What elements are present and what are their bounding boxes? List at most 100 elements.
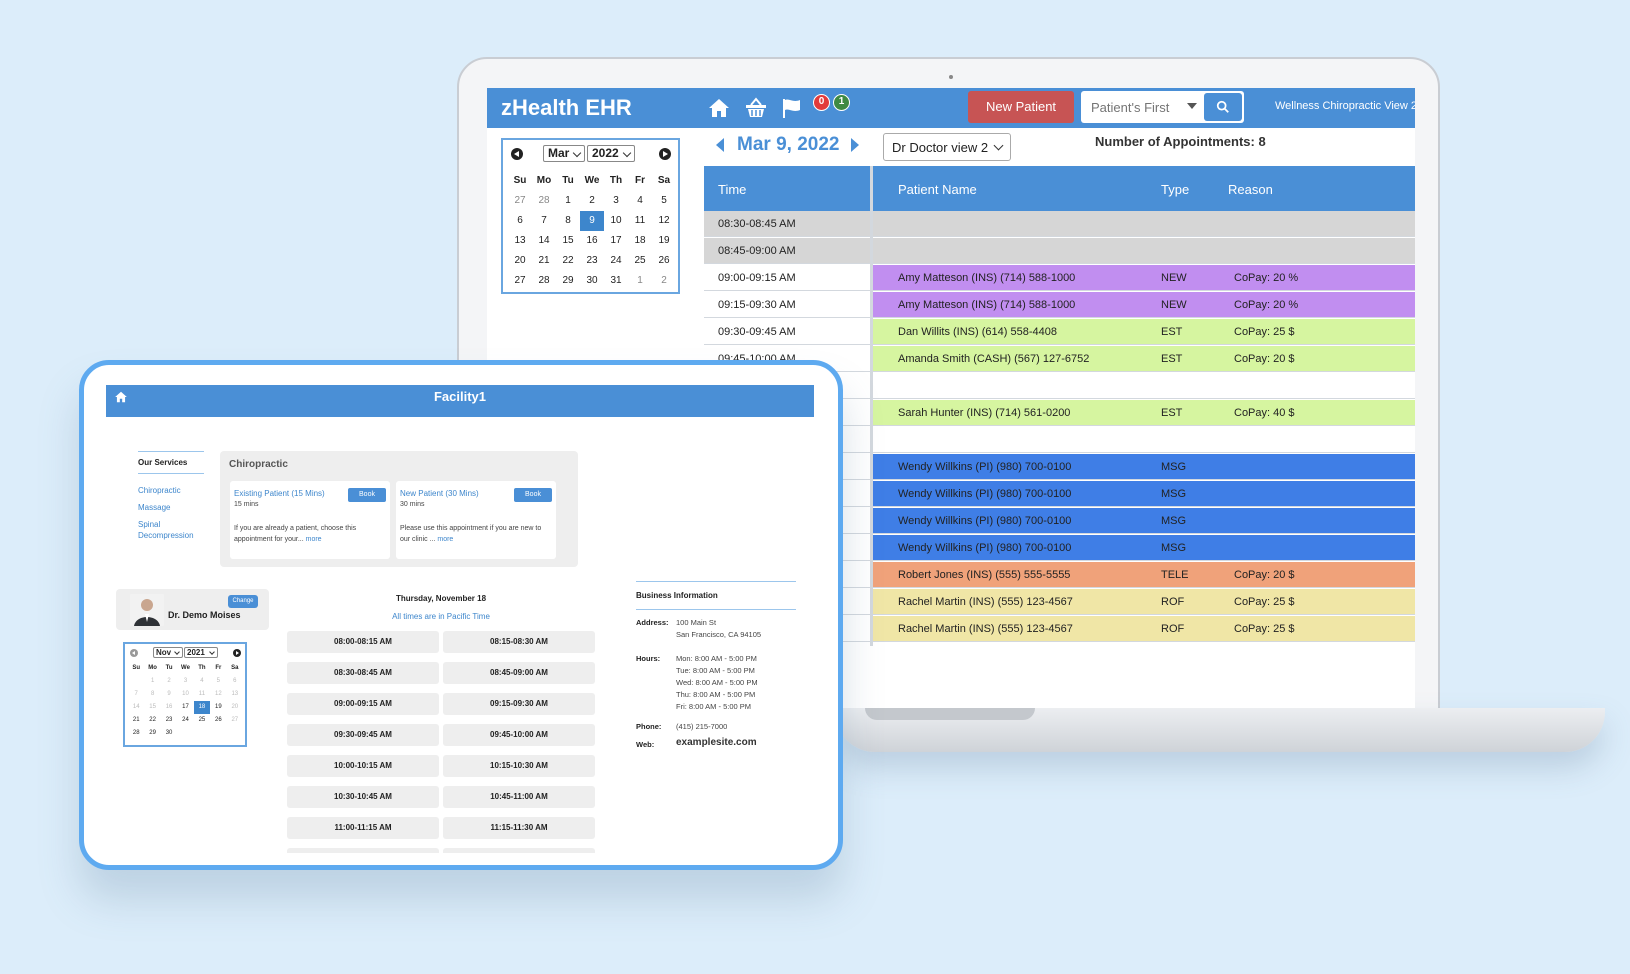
calendar-day[interactable]: 12 — [658, 215, 670, 226]
home-icon[interactable] — [114, 390, 128, 404]
calendar-day[interactable]: 5 — [216, 678, 221, 684]
service-link-spinal-decompression[interactable]: Spinal Decompression — [138, 520, 194, 540]
calendar-day[interactable]: 10 — [610, 215, 622, 226]
doctor-view-select[interactable]: Dr Doctor view 2 — [883, 133, 1011, 161]
calendar-day[interactable]: 3 — [613, 195, 619, 206]
time-slot-button[interactable]: 10:45-11:00 AM — [443, 786, 595, 808]
calendar-day[interactable]: 11 — [634, 215, 646, 226]
time-slot-button[interactable]: 11:15-11:30 AM — [443, 817, 595, 839]
calendar-day[interactable]: 3 — [183, 678, 188, 684]
more-link[interactable]: more — [437, 536, 454, 543]
calendar-day[interactable]: 12 — [215, 691, 222, 697]
facility-view-label[interactable]: Wellness Chiropractic View 2 — [1275, 100, 1415, 112]
appointment-cell[interactable] — [872, 373, 1415, 399]
alert-badge[interactable]: 0 — [813, 94, 830, 111]
calendar-day[interactable]: 11 — [198, 691, 206, 697]
time-cell[interactable]: 08:30-08:45 AM — [704, 211, 870, 237]
calendar-day[interactable]: 18 — [634, 235, 646, 246]
web-link[interactable]: examplesite.com — [676, 737, 757, 748]
time-slot-button[interactable]: 08:15-08:30 AM — [443, 631, 595, 653]
time-cell[interactable]: 09:00-09:15 AM — [704, 265, 870, 291]
calendar-day[interactable]: 8 — [150, 691, 155, 697]
calendar-day[interactable]: 2 — [589, 195, 595, 206]
calendar-day[interactable]: 29 — [149, 730, 156, 736]
time-slot-button[interactable] — [287, 848, 439, 853]
time-slot-button[interactable]: 10:30-10:45 AM — [287, 786, 439, 808]
basket-icon[interactable] — [744, 96, 768, 120]
calendar-day[interactable]: 19 — [658, 235, 670, 246]
time-cell[interactable]: 09:15-09:30 AM — [704, 292, 870, 318]
next-day-icon[interactable] — [851, 138, 859, 152]
appointment-cell[interactable]: Amy Matteson (INS) (714) 588-1000 NEW CoPa… — [872, 292, 1415, 318]
calendar-day[interactable]: 21 — [538, 255, 550, 266]
service-link-chiropractic[interactable]: Chiropractic — [138, 486, 181, 495]
calendar-day[interactable]: 28 — [538, 195, 550, 206]
appointment-cell[interactable]: Wendy Willkins (PI) (980) 700-0100 MSG — [872, 508, 1415, 534]
calendar-day[interactable]: 6 — [517, 215, 523, 226]
calendar-day[interactable]: 27 — [231, 717, 239, 723]
time-slot-button[interactable]: 08:30-08:45 AM — [287, 662, 439, 684]
calendar-day[interactable]: 23 — [165, 717, 173, 723]
time-slot-button[interactable]: 09:45-10:00 AM — [443, 724, 595, 746]
calendar-day[interactable]: 16 — [586, 235, 598, 246]
calendar-day[interactable]: 25 — [634, 255, 646, 266]
table-row[interactable]: 08:45-09:00 AM — [704, 238, 1415, 265]
calendar-day[interactable]: 20 — [231, 704, 239, 710]
calendar-day[interactable]: 4 — [637, 195, 643, 206]
time-slot-button[interactable]: 09:15-09:30 AM — [443, 693, 595, 715]
calendar-day[interactable]: 9 — [580, 211, 604, 231]
calendar-prev-icon[interactable] — [130, 649, 138, 657]
calendar-day[interactable]: 13 — [231, 691, 239, 697]
calendar-day[interactable]: 31 — [610, 275, 622, 286]
calendar-day[interactable]: 30 — [165, 730, 173, 736]
calendar-day[interactable]: 27 — [514, 195, 526, 206]
calendar-day[interactable]: 2 — [167, 678, 171, 684]
calendar-day[interactable]: 18 — [193, 701, 211, 714]
calendar-year-select[interactable]: 2022 — [587, 145, 635, 162]
calendar-day[interactable]: 23 — [586, 255, 598, 266]
appointment-cell[interactable]: Amy Matteson (INS) (714) 588-1000 NEW CoPa… — [872, 265, 1415, 291]
calendar-day[interactable]: 6 — [233, 678, 237, 684]
calendar-day[interactable]: 1 — [565, 195, 571, 206]
calendar-day[interactable]: 21 — [132, 717, 140, 723]
calendar-day[interactable]: 5 — [661, 195, 667, 206]
appointment-cell[interactable]: Wendy Willkins (PI) (980) 700-0100 MSG — [872, 481, 1415, 507]
time-slot-button[interactable]: 09:30-09:45 AM — [287, 724, 439, 746]
calendar-day[interactable]: 16 — [165, 704, 173, 710]
appointment-cell[interactable]: Amanda Smith (CASH) (567) 127-6752 EST CoP… — [872, 346, 1415, 372]
table-row[interactable]: Rachel Martin (INS) (555) 123-4567 ROF CoP… — [704, 616, 1415, 643]
new-patient-button[interactable]: New Patient — [968, 91, 1074, 123]
calendar-day[interactable]: 24 — [610, 255, 622, 266]
calendar-day[interactable]: 22 — [562, 255, 574, 266]
calendar-day[interactable]: 17 — [610, 235, 622, 246]
appointment-cell[interactable]: Sarah Hunter (INS) (714) 561-0200 EST CoPa… — [872, 400, 1415, 426]
time-slot-button[interactable]: 08:00-08:15 AM — [287, 631, 439, 653]
calendar-day[interactable]: 14 — [132, 704, 140, 710]
table-row[interactable]: 08:30-08:45 AM — [704, 211, 1415, 238]
home-icon[interactable] — [707, 96, 731, 120]
time-slot-button[interactable]: 08:45-09:00 AM — [443, 662, 595, 684]
prev-day-icon[interactable] — [716, 138, 724, 152]
appointment-cell[interactable]: Rachel Martin (INS) (555) 123-4567 ROF CoP… — [872, 616, 1415, 642]
table-row[interactable]: 09:15-09:30 AM Amy Matteson (INS) (714) 5… — [704, 292, 1415, 319]
flag-icon[interactable] — [780, 96, 804, 120]
calendar-day[interactable]: 26 — [658, 255, 670, 266]
time-slot-button[interactable]: 10:00-10:15 AM — [287, 755, 439, 777]
appointment-cell[interactable]: Wendy Willkins (PI) (980) 700-0100 MSG — [872, 454, 1415, 480]
appointment-cell[interactable]: Wendy Willkins (PI) (980) 700-0100 MSG — [872, 535, 1415, 561]
service-card-title[interactable]: New Patient (30 Mins) — [400, 489, 479, 498]
calendar-day[interactable]: 4 — [200, 678, 204, 684]
calendar-day[interactable]: 28 — [132, 730, 140, 736]
appointment-cell[interactable] — [872, 427, 1415, 453]
calendar-day[interactable]: 7 — [541, 215, 547, 226]
calendar-day[interactable]: 19 — [215, 704, 222, 710]
calendar-day[interactable]: 2 — [661, 275, 667, 286]
calendar-day[interactable]: 15 — [562, 235, 574, 246]
time-cell[interactable]: 08:45-09:00 AM — [704, 238, 870, 264]
change-doctor-button[interactable]: Change — [228, 595, 258, 608]
search-dropdown-caret-icon[interactable] — [1187, 103, 1197, 109]
calendar-day[interactable]: 29 — [562, 275, 574, 286]
time-slot-button[interactable]: 11:00-11:15 AM — [287, 817, 439, 839]
service-card-title[interactable]: Existing Patient (15 Mins) — [234, 489, 325, 498]
calendar-next-icon[interactable] — [233, 649, 241, 657]
